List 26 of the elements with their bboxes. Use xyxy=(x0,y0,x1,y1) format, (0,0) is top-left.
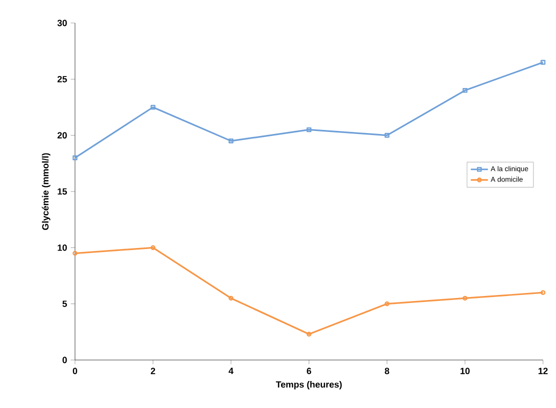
y-tick-label: 5 xyxy=(62,300,67,307)
y-tick-label: 0 xyxy=(62,356,67,364)
point xyxy=(306,332,312,337)
point xyxy=(462,296,468,301)
point xyxy=(462,88,468,93)
x-tick-label: 4 xyxy=(228,368,234,374)
point xyxy=(306,127,312,132)
x-tick-label: 10 xyxy=(460,368,470,374)
x-tick-label: 8 xyxy=(384,368,390,374)
y-tick-label: 30 xyxy=(57,20,67,26)
y-axis-title: Glycémie (mmol/l) xyxy=(42,153,50,230)
y-tick-label: 10 xyxy=(58,244,67,251)
y-tick-label: 20 xyxy=(58,132,67,139)
point xyxy=(150,245,156,250)
x-tick-label: 0 xyxy=(72,368,78,374)
point xyxy=(228,138,234,144)
x-tick-label: 12 xyxy=(538,368,548,374)
point xyxy=(228,296,234,301)
y-tick-label: 15 xyxy=(58,188,67,195)
x-axis-title: Temps (heures) xyxy=(276,381,342,390)
point xyxy=(384,132,390,138)
y-tick-label: 25 xyxy=(58,76,67,82)
x-tick-label: 6 xyxy=(306,368,312,374)
point xyxy=(150,104,156,110)
x-tick-label: 2 xyxy=(150,368,156,374)
point xyxy=(384,301,390,306)
